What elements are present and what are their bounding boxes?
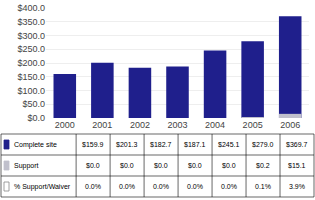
svg-text:$350.0: $350.0 — [17, 17, 45, 27]
svg-text:$0.0: $0.0 — [27, 113, 45, 123]
svg-text:0.1%: 0.1% — [255, 183, 271, 190]
svg-text:% Support/Waiver: % Support/Waiver — [14, 183, 71, 191]
svg-text:$300.0: $300.0 — [17, 31, 45, 41]
svg-text:0.0%: 0.0% — [221, 183, 237, 190]
svg-text:Complete site: Complete site — [14, 141, 57, 149]
svg-text:2000: 2000 — [55, 120, 75, 130]
svg-text:$0.0: $0.0 — [188, 162, 202, 169]
svg-text:$279.0: $279.0 — [252, 141, 274, 148]
svg-text:2002: 2002 — [130, 120, 150, 130]
svg-text:2006: 2006 — [280, 120, 300, 130]
svg-text:$200.0: $200.0 — [17, 58, 45, 68]
svg-text:$182.7: $182.7 — [150, 141, 172, 148]
svg-text:$250.0: $250.0 — [17, 44, 45, 54]
svg-text:$150.0: $150.0 — [17, 72, 45, 82]
svg-text:3.9%: 3.9% — [289, 183, 305, 190]
svg-text:$400.0: $400.0 — [17, 3, 45, 13]
svg-text:$187.1: $187.1 — [184, 141, 206, 148]
svg-text:$369.7: $369.7 — [286, 141, 308, 148]
svg-text:0.0%: 0.0% — [187, 183, 203, 190]
svg-text:$245.1: $245.1 — [218, 141, 240, 148]
svg-text:$0.0: $0.0 — [86, 162, 100, 169]
svg-text:$15.1: $15.1 — [288, 162, 306, 169]
svg-text:2004: 2004 — [205, 120, 225, 130]
svg-text:$0.2: $0.2 — [256, 162, 270, 169]
svg-text:2003: 2003 — [167, 120, 187, 130]
svg-text:$159.9: $159.9 — [82, 141, 104, 148]
svg-text:$201.3: $201.3 — [116, 141, 138, 148]
svg-text:Support: Support — [14, 162, 39, 170]
svg-text:0.0%: 0.0% — [85, 183, 101, 190]
svg-text:0.0%: 0.0% — [119, 183, 135, 190]
svg-text:$100.0: $100.0 — [17, 86, 45, 96]
svg-text:$50.0: $50.0 — [22, 99, 45, 109]
svg-text:2001: 2001 — [92, 120, 112, 130]
svg-text:2005: 2005 — [243, 120, 263, 130]
svg-text:$0.0: $0.0 — [222, 162, 236, 169]
svg-text:$0.0: $0.0 — [120, 162, 134, 169]
svg-text:$0.0: $0.0 — [154, 162, 168, 169]
svg-text:0.0%: 0.0% — [153, 183, 169, 190]
